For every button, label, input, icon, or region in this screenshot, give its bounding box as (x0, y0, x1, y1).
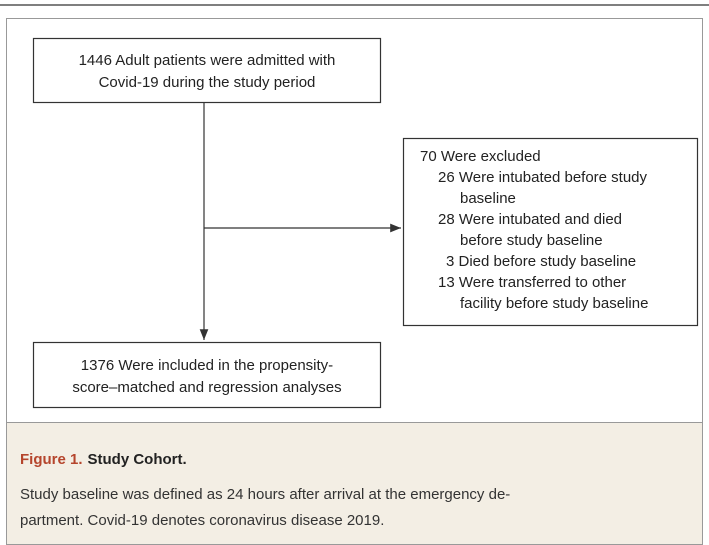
caption-text: Study baseline was defined as 24 hours a… (20, 486, 510, 503)
node-item: baseline (460, 190, 516, 207)
caption-label: Figure 1. (20, 451, 83, 468)
node-text: Covid-19 during the study period (99, 74, 316, 91)
caption-text: partment. Covid-19 denotes coronavirus d… (20, 512, 384, 529)
node-item: 28 Were intubated and died (438, 211, 622, 228)
node-item: 26 Were intubated before study (438, 169, 648, 186)
excluded-box (402, 137, 699, 327)
node-text: score–matched and regression analyses (72, 379, 341, 396)
included-box (32, 341, 382, 409)
node-item: before study baseline (460, 232, 603, 249)
caption-panel (6, 422, 703, 545)
node-text: 1446 Adult patients were admitted with (79, 52, 336, 69)
node-text: 1376 Were included in the propensity- (81, 357, 333, 374)
node-item: facility before study baseline (460, 295, 648, 312)
node-item: 3 Died before study baseline (446, 253, 636, 270)
admitted-box (32, 37, 382, 104)
caption-heading: Figure 1. Study Cohort. (20, 451, 187, 468)
caption-title: Study Cohort. (88, 451, 187, 468)
node-item: 13 Were transferred to other (438, 274, 626, 291)
node-title: 70 Were excluded (420, 148, 541, 165)
